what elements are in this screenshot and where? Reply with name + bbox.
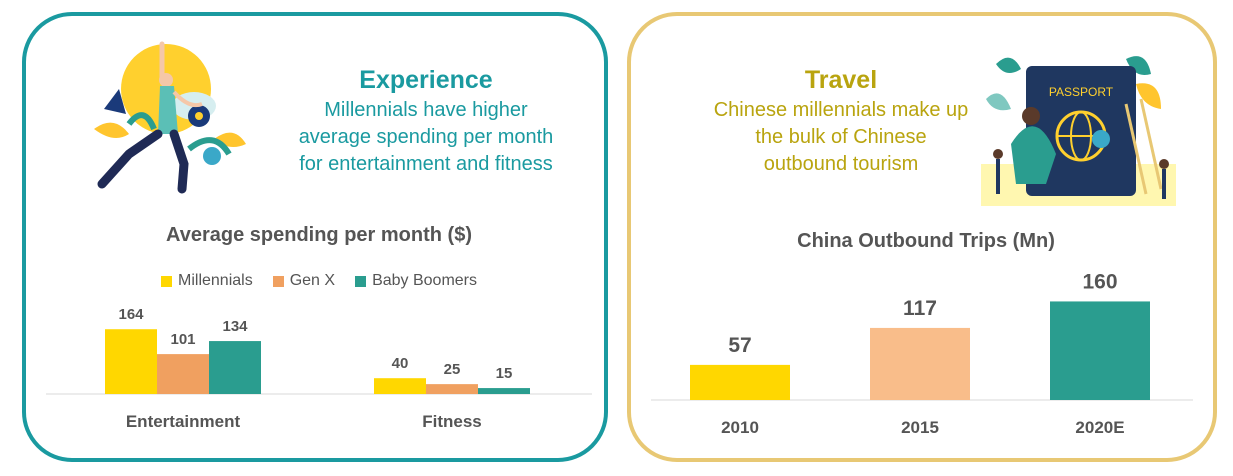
x-tick-label-2010: 2010 bbox=[721, 418, 759, 437]
bar-fitness-baby-boomers bbox=[478, 388, 530, 394]
data-label-fitness-millennials: 40 bbox=[392, 355, 409, 372]
experience-subheading-line-1: Millennials have higher bbox=[324, 99, 528, 121]
legend-item-genx: Gen X bbox=[272, 272, 336, 290]
legend-swatch-boomers bbox=[355, 275, 367, 287]
data-label-2020e: 160 bbox=[1082, 270, 1117, 293]
experience-panel: Experience Millennials have higher avera… bbox=[22, 12, 608, 462]
outbound-bar-chart: 57 2010 117 2015 160 2020E bbox=[651, 270, 1193, 437]
passport-travel-illustration: PASSPORT bbox=[981, 56, 1176, 206]
travel-subheading-line-3: outbound tourism bbox=[763, 153, 919, 175]
bar-entertainment-millennials bbox=[105, 329, 157, 394]
travel-heading-block: Travel Chinese millennials make up the b… bbox=[671, 66, 1011, 178]
outbound-chart-title: China Outbound Trips (Mn) bbox=[797, 230, 1055, 252]
experience-subheading: Millennials have higher average spending… bbox=[251, 97, 601, 178]
legend-label-boomers: Baby Boomers bbox=[372, 272, 477, 289]
bar-entertainment-gen-x bbox=[157, 354, 209, 394]
bar-fitness-gen-x bbox=[426, 384, 478, 394]
legend-swatch-genx bbox=[272, 275, 284, 287]
x-tick-label-2015: 2015 bbox=[901, 418, 939, 437]
legend-label-genx: Gen X bbox=[289, 272, 336, 289]
travel-heading: Travel bbox=[804, 66, 878, 94]
spending-chart-legend: Millennials Gen X Baby Boomers bbox=[26, 272, 612, 290]
data-label-fitness-gen-x: 25 bbox=[444, 361, 461, 378]
legend-swatch-millennials bbox=[161, 275, 172, 287]
x-tick-label-fitness: Fitness bbox=[422, 412, 482, 431]
bar-2010 bbox=[690, 364, 790, 400]
passport-label: PASSPORT bbox=[1049, 85, 1114, 99]
legend-item-boomers: Baby Boomers bbox=[355, 272, 477, 290]
data-label-entertainment-millennials: 164 bbox=[118, 306, 144, 323]
bar-fitness-millennials bbox=[374, 378, 426, 394]
experience-subheading-line-2: average spending per month bbox=[298, 126, 554, 148]
spending-chart-title: Average spending per month ($) bbox=[166, 224, 472, 246]
bar-2015 bbox=[870, 327, 970, 400]
travel-panel: Travel Chinese millennials make up the b… bbox=[627, 12, 1217, 462]
yoga-illustration bbox=[94, 41, 246, 194]
x-tick-label-entertainment: Entertainment bbox=[126, 412, 241, 431]
data-label-fitness-baby-boomers: 15 bbox=[496, 365, 513, 382]
travel-subheading: Chinese millennials make up the bulk of … bbox=[671, 97, 1011, 178]
travel-subheading-line-1: Chinese millennials make up bbox=[713, 99, 969, 121]
spending-bar-chart: 164 101 134 Entertainment 40 25 15 Fitness bbox=[46, 306, 592, 431]
bar-2020e bbox=[1050, 301, 1150, 400]
experience-subheading-line-3: for entertainment and fitness bbox=[299, 153, 553, 175]
data-label-2015: 117 bbox=[903, 297, 937, 320]
experience-heading: Experience bbox=[359, 66, 493, 94]
data-label-entertainment-gen-x: 101 bbox=[170, 331, 195, 348]
legend-item-millennials: Millennials bbox=[161, 272, 253, 290]
data-label-entertainment-baby-boomers: 134 bbox=[222, 318, 248, 335]
experience-heading-block: Experience Millennials have higher avera… bbox=[251, 66, 601, 178]
data-label-2010: 57 bbox=[728, 334, 751, 357]
legend-label-millennials: Millennials bbox=[178, 272, 253, 289]
x-tick-label-2020e: 2020E bbox=[1075, 418, 1124, 437]
travel-subheading-line-2: the bulk of Chinese bbox=[755, 126, 927, 148]
bar-entertainment-baby-boomers bbox=[209, 341, 261, 394]
